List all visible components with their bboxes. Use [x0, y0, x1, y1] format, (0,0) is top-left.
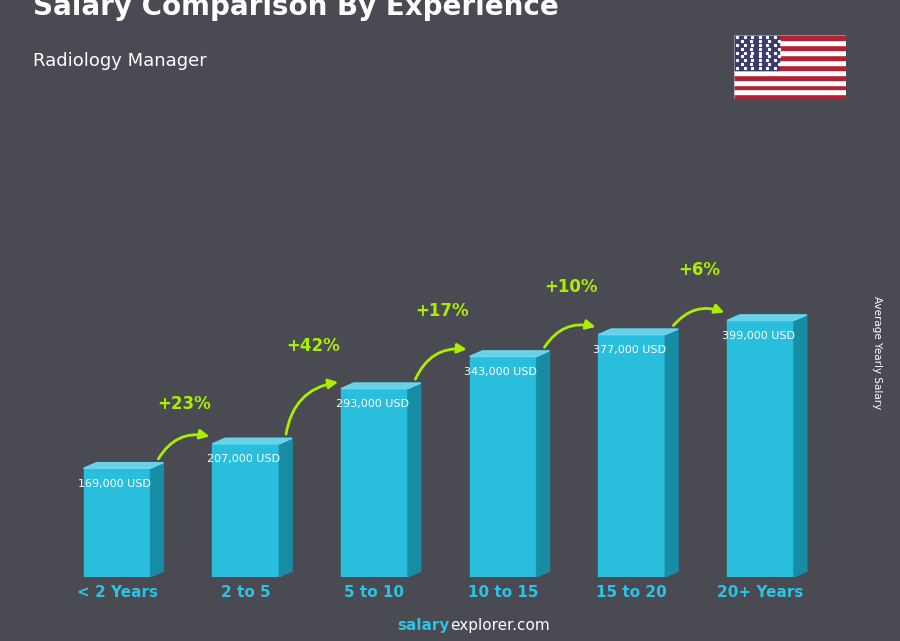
Text: explorer.com: explorer.com: [450, 619, 550, 633]
Bar: [734, 75, 846, 79]
Text: salary: salary: [398, 619, 450, 633]
Text: +17%: +17%: [415, 302, 469, 320]
Text: +6%: +6%: [679, 261, 720, 279]
Polygon shape: [665, 329, 678, 577]
Bar: [734, 65, 846, 70]
Text: +23%: +23%: [158, 395, 212, 413]
Polygon shape: [598, 335, 665, 577]
Polygon shape: [279, 438, 292, 577]
Polygon shape: [84, 463, 164, 469]
Text: +10%: +10%: [544, 278, 598, 296]
Text: Average Yearly Salary: Average Yearly Salary: [871, 296, 882, 409]
Text: +42%: +42%: [286, 337, 340, 354]
Text: 293,000 USD: 293,000 USD: [336, 399, 409, 409]
Text: Radiology Manager: Radiology Manager: [33, 53, 207, 71]
Polygon shape: [150, 463, 164, 577]
Bar: [734, 45, 846, 50]
Bar: [734, 35, 846, 40]
Polygon shape: [727, 315, 806, 320]
Text: 207,000 USD: 207,000 USD: [207, 454, 280, 464]
Bar: [734, 60, 846, 65]
Text: 399,000 USD: 399,000 USD: [722, 331, 795, 341]
Text: 169,000 USD: 169,000 USD: [78, 479, 151, 488]
Polygon shape: [536, 351, 549, 577]
Polygon shape: [470, 356, 536, 577]
Polygon shape: [212, 444, 279, 577]
Bar: [734, 90, 846, 94]
Text: 377,000 USD: 377,000 USD: [593, 345, 666, 355]
Polygon shape: [341, 388, 408, 577]
Bar: [734, 85, 846, 90]
Bar: [734, 94, 846, 99]
Bar: [734, 79, 846, 85]
Polygon shape: [727, 320, 794, 577]
Bar: [734, 70, 846, 75]
Bar: [734, 35, 778, 70]
Text: 343,000 USD: 343,000 USD: [464, 367, 537, 377]
Bar: [734, 55, 846, 60]
Polygon shape: [408, 383, 420, 577]
Polygon shape: [598, 329, 678, 335]
Bar: [734, 50, 846, 55]
Polygon shape: [212, 438, 292, 444]
Polygon shape: [341, 383, 420, 388]
Text: Salary Comparison By Experience: Salary Comparison By Experience: [33, 0, 559, 21]
Polygon shape: [794, 315, 806, 577]
Bar: [734, 40, 846, 45]
Polygon shape: [84, 469, 150, 577]
Polygon shape: [470, 351, 549, 356]
